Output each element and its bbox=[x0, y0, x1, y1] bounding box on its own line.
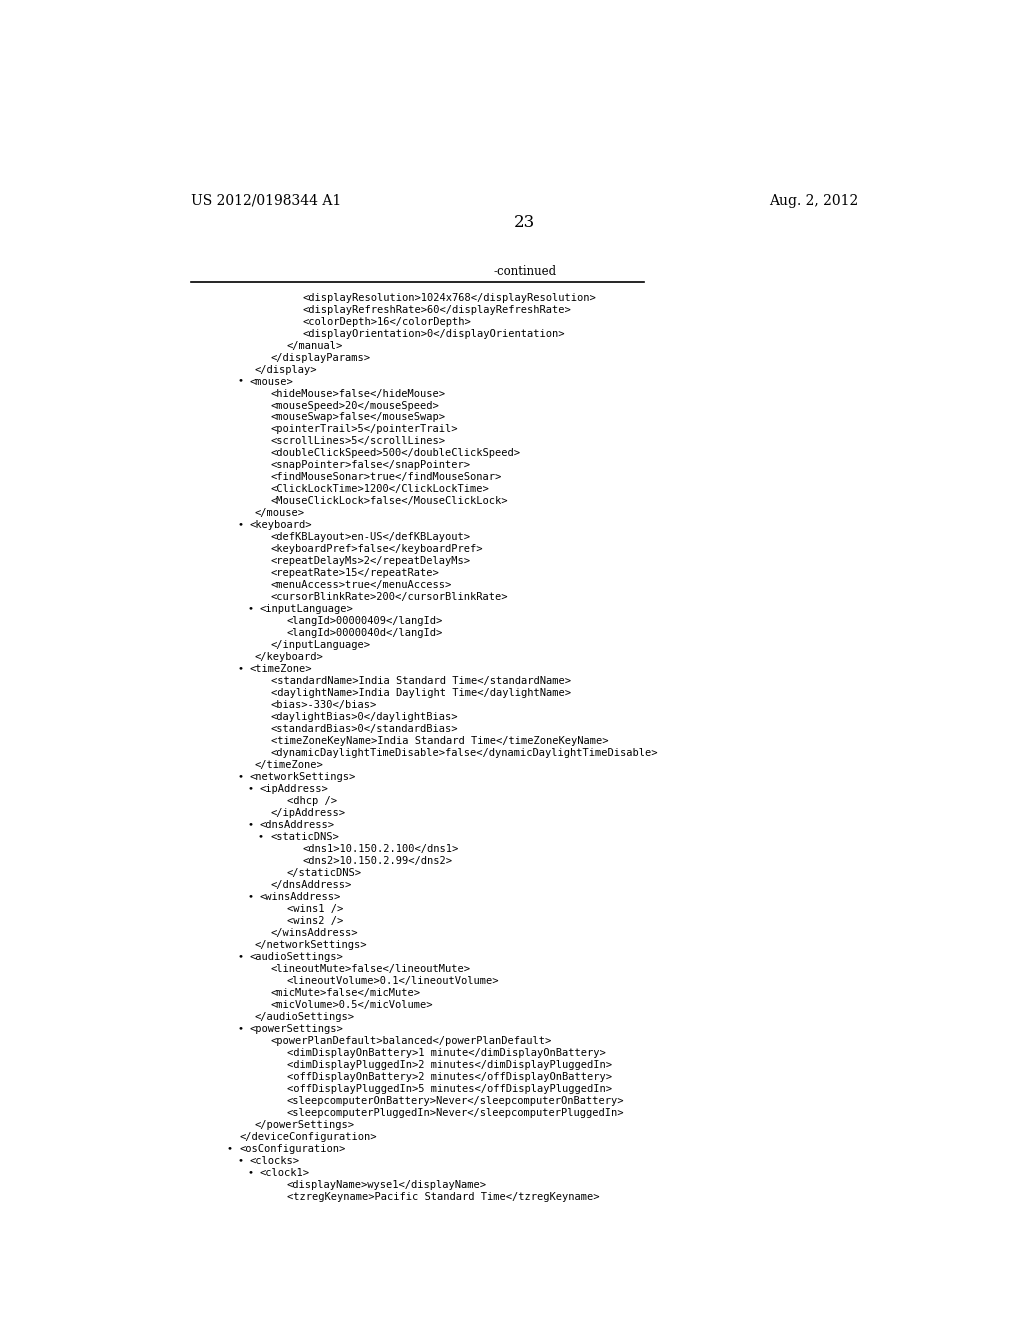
Text: </mouse>: </mouse> bbox=[255, 508, 305, 519]
Text: <repeatRate>15</repeatRate>: <repeatRate>15</repeatRate> bbox=[270, 569, 439, 578]
Text: <ClickLockTime>1200</ClickLockTime>: <ClickLockTime>1200</ClickLockTime> bbox=[270, 484, 489, 495]
Text: •: • bbox=[238, 952, 243, 961]
Text: <lineoutMute>false</lineoutMute>: <lineoutMute>false</lineoutMute> bbox=[270, 964, 471, 974]
Text: </keyboard>: </keyboard> bbox=[255, 652, 324, 663]
Text: <langId>00000409</langId>: <langId>00000409</langId> bbox=[287, 616, 443, 627]
Text: </displayParams>: </displayParams> bbox=[270, 352, 371, 363]
Text: •: • bbox=[258, 833, 264, 841]
Text: Aug. 2, 2012: Aug. 2, 2012 bbox=[769, 194, 858, 209]
Text: •: • bbox=[248, 820, 253, 829]
Text: </dnsAddress>: </dnsAddress> bbox=[270, 880, 352, 890]
Text: •: • bbox=[238, 1024, 243, 1034]
Text: <dynamicDaylightTimeDisable>false</dynamicDaylightTimeDisable>: <dynamicDaylightTimeDisable>false</dynam… bbox=[270, 748, 658, 758]
Text: </winsAddress>: </winsAddress> bbox=[270, 928, 358, 939]
Text: </deviceConfiguration>: </deviceConfiguration> bbox=[240, 1133, 377, 1142]
Text: <bias>-330</bias>: <bias>-330</bias> bbox=[270, 701, 377, 710]
Text: <staticDNS>: <staticDNS> bbox=[270, 833, 339, 842]
Text: </powerSettings>: </powerSettings> bbox=[255, 1121, 355, 1130]
Text: <ipAddress>: <ipAddress> bbox=[260, 784, 329, 795]
Text: •: • bbox=[238, 520, 243, 529]
Text: <colorDepth>16</colorDepth>: <colorDepth>16</colorDepth> bbox=[303, 317, 471, 326]
Text: <hideMouse>false</hideMouse>: <hideMouse>false</hideMouse> bbox=[270, 388, 445, 399]
Text: <dimDisplayPluggedIn>2 minutes</dimDisplayPluggedIn>: <dimDisplayPluggedIn>2 minutes</dimDispl… bbox=[287, 1060, 611, 1071]
Text: <keyboard>: <keyboard> bbox=[250, 520, 312, 531]
Text: US 2012/0198344 A1: US 2012/0198344 A1 bbox=[191, 194, 342, 209]
Text: <sleepcomputerPluggedIn>Never</sleepcomputerPluggedIn>: <sleepcomputerPluggedIn>Never</sleepcomp… bbox=[287, 1107, 625, 1118]
Text: <snapPointer>false</snapPointer>: <snapPointer>false</snapPointer> bbox=[270, 461, 471, 470]
Text: •: • bbox=[226, 1144, 232, 1154]
Text: •: • bbox=[248, 605, 253, 614]
Text: <offDisplayPluggedIn>5 minutes</offDisplayPluggedIn>: <offDisplayPluggedIn>5 minutes</offDispl… bbox=[287, 1084, 611, 1094]
Text: •: • bbox=[248, 892, 253, 902]
Text: •: • bbox=[238, 376, 243, 385]
Text: </ipAddress>: </ipAddress> bbox=[270, 808, 346, 818]
Text: </display>: </display> bbox=[255, 364, 317, 375]
Text: <sleepcomputerOnBattery>Never</sleepcomputerOnBattery>: <sleepcomputerOnBattery>Never</sleepcomp… bbox=[287, 1096, 625, 1106]
Text: •: • bbox=[238, 1156, 243, 1166]
Text: <MouseClickLock>false</MouseClickLock>: <MouseClickLock>false</MouseClickLock> bbox=[270, 496, 508, 507]
Text: <scrollLines>5</scrollLines>: <scrollLines>5</scrollLines> bbox=[270, 437, 445, 446]
Text: <offDisplayOnBattery>2 minutes</offDisplayOnBattery>: <offDisplayOnBattery>2 minutes</offDispl… bbox=[287, 1072, 611, 1082]
Text: <mouseSpeed>20</mouseSpeed>: <mouseSpeed>20</mouseSpeed> bbox=[270, 400, 439, 411]
Text: <standardName>India Standard Time</standardName>: <standardName>India Standard Time</stand… bbox=[270, 676, 570, 686]
Text: <wins1 />: <wins1 /> bbox=[287, 904, 343, 915]
Text: •: • bbox=[248, 784, 253, 793]
Text: <dimDisplayOnBattery>1 minute</dimDisplayOnBattery>: <dimDisplayOnBattery>1 minute</dimDispla… bbox=[287, 1048, 605, 1059]
Text: <lineoutVolume>0.1</lineoutVolume>: <lineoutVolume>0.1</lineoutVolume> bbox=[287, 977, 500, 986]
Text: <timeZoneKeyName>India Standard Time</timeZoneKeyName>: <timeZoneKeyName>India Standard Time</ti… bbox=[270, 737, 608, 746]
Text: <osConfiguration>: <osConfiguration> bbox=[240, 1144, 345, 1154]
Text: •: • bbox=[238, 664, 243, 673]
Text: </manual>: </manual> bbox=[287, 341, 343, 351]
Text: <clocks>: <clocks> bbox=[250, 1156, 299, 1166]
Text: <mouseSwap>false</mouseSwap>: <mouseSwap>false</mouseSwap> bbox=[270, 412, 445, 422]
Text: <standardBias>0</standardBias>: <standardBias>0</standardBias> bbox=[270, 725, 459, 734]
Text: •: • bbox=[238, 772, 243, 781]
Text: <findMouseSonar>true</findMouseSonar>: <findMouseSonar>true</findMouseSonar> bbox=[270, 473, 502, 483]
Text: <daylightBias>0</daylightBias>: <daylightBias>0</daylightBias> bbox=[270, 713, 459, 722]
Text: <menuAccess>true</menuAccess>: <menuAccess>true</menuAccess> bbox=[270, 581, 453, 590]
Text: </networkSettings>: </networkSettings> bbox=[255, 940, 368, 950]
Text: <dhcp />: <dhcp /> bbox=[287, 796, 337, 807]
Text: </audioSettings>: </audioSettings> bbox=[255, 1012, 355, 1022]
Text: <pointerTrail>5</pointerTrail>: <pointerTrail>5</pointerTrail> bbox=[270, 425, 459, 434]
Text: •: • bbox=[248, 1168, 253, 1177]
Text: <repeatDelayMs>2</repeatDelayMs>: <repeatDelayMs>2</repeatDelayMs> bbox=[270, 557, 471, 566]
Text: <dns1>10.150.2.100</dns1>: <dns1>10.150.2.100</dns1> bbox=[303, 845, 459, 854]
Text: -continued: -continued bbox=[494, 265, 556, 279]
Text: <dns2>10.150.2.99</dns2>: <dns2>10.150.2.99</dns2> bbox=[303, 857, 453, 866]
Text: </timeZone>: </timeZone> bbox=[255, 760, 324, 771]
Text: <powerPlanDefault>balanced</powerPlanDefault>: <powerPlanDefault>balanced</powerPlanDef… bbox=[270, 1036, 552, 1047]
Text: <micMute>false</micMute>: <micMute>false</micMute> bbox=[270, 989, 421, 998]
Text: <audioSettings>: <audioSettings> bbox=[250, 952, 343, 962]
Text: <cursorBlinkRate>200</cursorBlinkRate>: <cursorBlinkRate>200</cursorBlinkRate> bbox=[270, 593, 508, 602]
Text: <mouse>: <mouse> bbox=[250, 376, 293, 387]
Text: <micVolume>0.5</micVolume>: <micVolume>0.5</micVolume> bbox=[270, 1001, 433, 1010]
Text: <dnsAddress>: <dnsAddress> bbox=[260, 820, 335, 830]
Text: <wins2 />: <wins2 /> bbox=[287, 916, 343, 927]
Text: <displayOrientation>0</displayOrientation>: <displayOrientation>0</displayOrientatio… bbox=[303, 329, 565, 338]
Text: <timeZone>: <timeZone> bbox=[250, 664, 312, 675]
Text: <displayName>wyse1</displayName>: <displayName>wyse1</displayName> bbox=[287, 1180, 486, 1191]
Text: <tzregKeyname>Pacific Standard Time</tzregKeyname>: <tzregKeyname>Pacific Standard Time</tzr… bbox=[287, 1192, 599, 1203]
Text: <langId>0000040d</langId>: <langId>0000040d</langId> bbox=[287, 628, 443, 639]
Text: <displayRefreshRate>60</displayRefreshRate>: <displayRefreshRate>60</displayRefreshRa… bbox=[303, 305, 571, 314]
Text: <displayResolution>1024x768</displayResolution>: <displayResolution>1024x768</displayReso… bbox=[303, 293, 596, 302]
Text: <daylightName>India Daylight Time</daylightName>: <daylightName>India Daylight Time</dayli… bbox=[270, 688, 570, 698]
Text: </staticDNS>: </staticDNS> bbox=[287, 869, 361, 878]
Text: <powerSettings>: <powerSettings> bbox=[250, 1024, 343, 1034]
Text: <defKBLayout>en-US</defKBLayout>: <defKBLayout>en-US</defKBLayout> bbox=[270, 532, 471, 543]
Text: </inputLanguage>: </inputLanguage> bbox=[270, 640, 371, 651]
Text: <keyboardPref>false</keyboardPref>: <keyboardPref>false</keyboardPref> bbox=[270, 544, 483, 554]
Text: 23: 23 bbox=[514, 214, 536, 231]
Text: <networkSettings>: <networkSettings> bbox=[250, 772, 355, 783]
Text: <clock1>: <clock1> bbox=[260, 1168, 309, 1177]
Text: <doubleClickSpeed>500</doubleClickSpeed>: <doubleClickSpeed>500</doubleClickSpeed> bbox=[270, 449, 521, 458]
Text: <inputLanguage>: <inputLanguage> bbox=[260, 605, 353, 614]
Text: <winsAddress>: <winsAddress> bbox=[260, 892, 341, 903]
